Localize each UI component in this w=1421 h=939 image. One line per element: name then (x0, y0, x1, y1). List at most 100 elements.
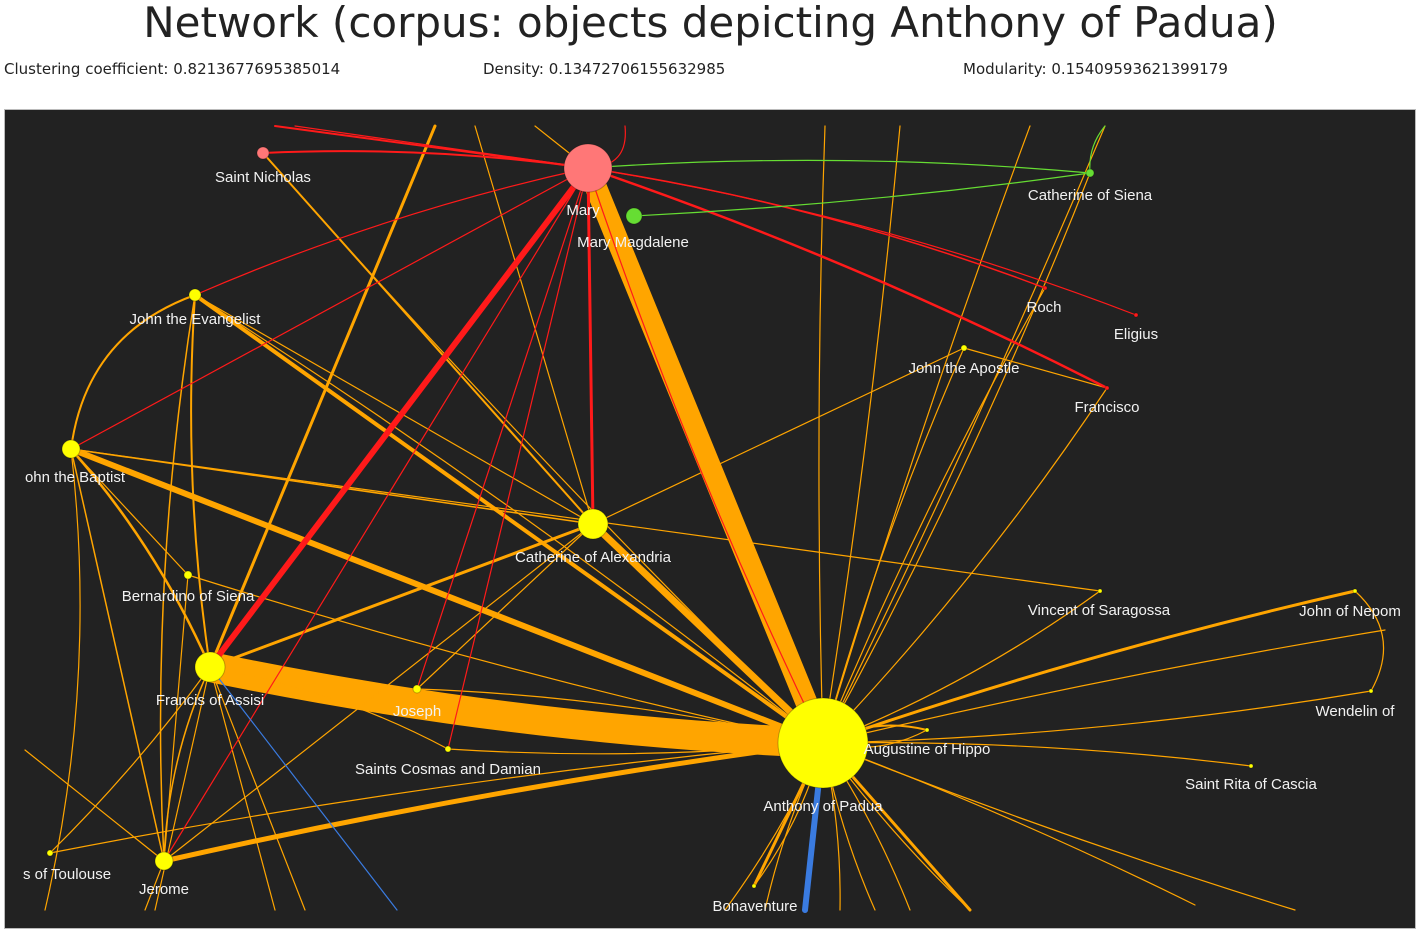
node-mary[interactable] (563, 143, 613, 193)
node-john_ap[interactable] (960, 344, 968, 352)
edge-anthony-john_ev (193, 293, 825, 745)
node-magdalene[interactable] (625, 207, 643, 225)
node-label-anthony: Anthony of Padua (763, 798, 883, 815)
page-title: Network (corpus: objects depicting Antho… (143, 0, 1278, 47)
node-label-john_bap: ohn the Baptist (25, 469, 126, 486)
edge-mary-roch (587, 167, 1046, 289)
node-nepomuk[interactable] (1352, 588, 1358, 594)
edge-francis-cat_alex (208, 522, 595, 669)
edge-anthony-mary (577, 157, 834, 754)
node-label-nepomuk: John of Nepom (1299, 603, 1401, 620)
node-john_ev[interactable] (188, 288, 202, 302)
node-francisco[interactable] (1104, 385, 1110, 391)
edge-bernardino-jerome (163, 574, 189, 862)
edge-anthony-toulouse (49, 742, 824, 854)
node-label-john_ap: John the Apostle (909, 360, 1020, 377)
node-rita[interactable] (1248, 763, 1254, 769)
clustering-coefficient: Clustering coefficient: 0.82136776953850… (4, 60, 341, 78)
node-label-vincent: Vincent of Saragossa (1028, 602, 1171, 619)
edge-john_bap-john_ev (70, 294, 196, 450)
edge-anthony-offscreen (818, 125, 826, 744)
edge-john_ev-jerome (159, 294, 196, 862)
node-bonaventure[interactable] (751, 883, 757, 889)
edge-anthony-offscreen (822, 125, 901, 744)
network-graph[interactable]: Mary Saint Nicholas Mary Magdalene Catherin… (5, 110, 1415, 928)
edge-john_ap-francisco (963, 347, 1108, 389)
network-canvas[interactable]: Mary Saint Nicholas Mary Magdalene Catherin… (4, 109, 1416, 929)
edge-francis-offscreen (208, 124, 437, 669)
edge-mary-nicholas (262, 150, 589, 169)
node-label-cat_siena: Catherine of Siena (1028, 187, 1153, 204)
edge-mary-cosmas (447, 167, 589, 750)
edge-anthony-offscreen (822, 742, 1296, 911)
node-francis[interactable] (194, 651, 226, 683)
edge-nepomuk-wendelin (1354, 590, 1385, 692)
node-toulouse[interactable] (46, 849, 54, 857)
node-label-mary: Mary (566, 202, 600, 219)
node-roch[interactable] (1042, 285, 1048, 291)
edge-magdalene-cat_siena (633, 172, 1091, 217)
edge-anthony-bernardino (187, 574, 824, 744)
node-vincent[interactable] (1097, 588, 1103, 594)
edge-john_bap-offscreen (44, 448, 81, 911)
node-label-cat_alex: Catherine of Alexandria (515, 549, 672, 566)
edge-anthony-offscreen (822, 742, 1196, 906)
edge-mary-offscreen (294, 125, 589, 169)
node-label-nicholas: Saint Nicholas (215, 169, 311, 186)
node-augustine[interactable] (924, 727, 930, 733)
edge-mary-joseph (416, 167, 589, 690)
edge-jerome-offscreen (24, 749, 165, 862)
node-label-wendelin: Wendelin of (1316, 703, 1396, 720)
node-label-bonaventure: Bonaventure (712, 898, 797, 915)
node-label-eligius: Eligius (1114, 326, 1158, 343)
edge-francis-offscreen (209, 666, 398, 911)
node-label-magdalene: Mary Magdalene (577, 234, 689, 251)
modularity: Modularity: 0.15409593621399179 (963, 60, 1228, 78)
edge-john_bap-bernardino (70, 448, 189, 576)
edge-john_bap-francis (69, 447, 212, 669)
edge-anthony-john_ap (822, 347, 965, 744)
edge-john_bap-jerome (70, 448, 165, 862)
node-eligius[interactable] (1133, 312, 1139, 318)
edge-cat_alex-joseph (416, 523, 594, 690)
edge-cat_alex-jerome (163, 523, 594, 862)
node-label-bernardino: Bernardino of Siena (122, 588, 255, 605)
edge-anthony-francisco (822, 387, 1108, 744)
node-cat_siena[interactable] (1085, 168, 1095, 178)
node-cosmas[interactable] (444, 745, 452, 753)
edge-mary-eligius (587, 167, 1137, 316)
edge-anthony-rita (822, 742, 1252, 767)
node-john_bap[interactable] (61, 439, 81, 459)
node-label-francis: Francis of Assisi (156, 692, 264, 709)
edge-mary-john_ev (194, 167, 589, 296)
node-wendelin[interactable] (1368, 688, 1374, 694)
node-cat_alex[interactable] (577, 508, 609, 540)
edge-francis-offscreen (209, 666, 276, 911)
node-label-augustine: Augustine of Hippo (864, 741, 991, 758)
node-label-cosmas: Saints Cosmas and Damian (355, 761, 541, 778)
edge-anthony-cat_siena (822, 172, 1091, 744)
node-joseph[interactable] (412, 684, 422, 694)
edge-francis-cosmas (209, 666, 449, 750)
edge-anthony-offscreen (822, 125, 1031, 744)
edge-anthony-francis (195, 652, 838, 758)
node-nicholas[interactable] (256, 146, 270, 160)
edge-anthony-nepomuk (821, 589, 1357, 745)
edge-francis-mary (207, 165, 591, 670)
edge-mary-francisco (586, 166, 1109, 390)
node-label-john_ev: John the Evangelist (130, 311, 262, 328)
edge-francis-toulouse (49, 666, 211, 854)
node-label-toulouse: s of Toulouse (23, 866, 111, 883)
node-label-roch: Roch (1026, 299, 1061, 316)
node-jerome[interactable] (154, 851, 174, 871)
edge-mary-cat_alex (586, 166, 595, 526)
node-label-jerome: Jerome (139, 881, 189, 898)
edge-anthony-offscreen (822, 125, 1106, 744)
node-bernardino[interactable] (183, 570, 193, 580)
edge-mary-anthony (587, 167, 824, 744)
edge-francis-offscreen (209, 666, 306, 911)
edge-anthony-wendelin (822, 690, 1372, 744)
node-anthony[interactable] (777, 697, 869, 789)
edge-cat_siena-offscreen (1089, 125, 1106, 174)
edge-francis-offscreen (154, 666, 211, 911)
